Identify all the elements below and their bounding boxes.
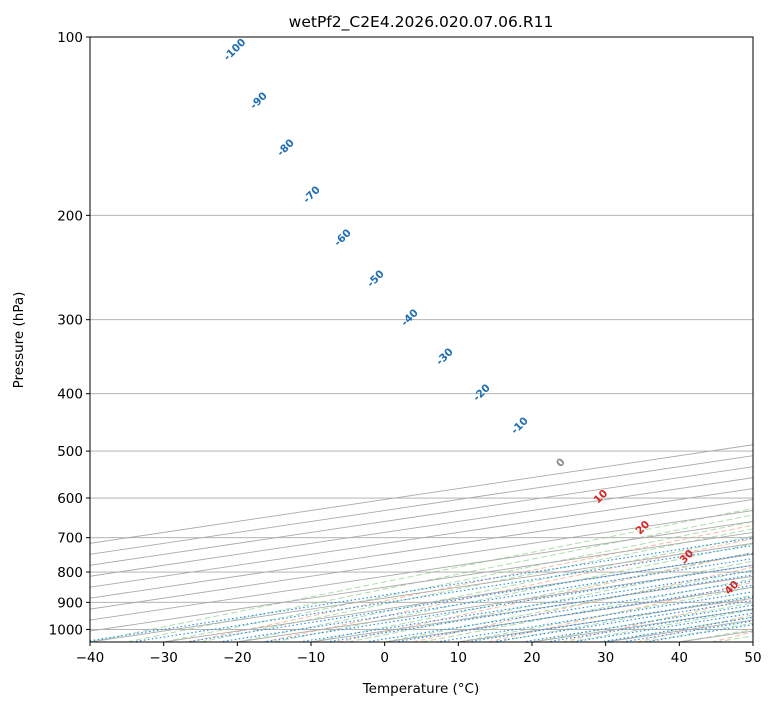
dry-adiabat [188, 524, 753, 642]
y-tick-label: 100 [57, 30, 83, 46]
y-tick-label: 800 [57, 565, 83, 581]
moist-adiabat [421, 578, 753, 642]
mixing-ratio-line [185, 553, 753, 642]
isotherm-line [90, 531, 753, 632]
x-tick-label: 30 [597, 650, 614, 666]
x-tick-label: −20 [223, 650, 252, 666]
y-tick-label: 300 [57, 313, 83, 329]
x-tick-label: −10 [297, 650, 326, 666]
mixing-ratio-line [572, 612, 753, 642]
mixing-ratio-line [492, 599, 753, 642]
y-axis-label: Pressure (hPa) [11, 292, 27, 389]
moist-adiabat [237, 535, 753, 642]
moist-adiabat [163, 521, 753, 642]
x-tick-label: 0 [380, 650, 389, 666]
isotherm-line [90, 520, 753, 621]
y-tick-label: 700 [57, 531, 83, 547]
dry-adiabat [263, 538, 753, 642]
x-tick-label: −30 [149, 650, 178, 666]
isotherm-line [90, 510, 753, 610]
isotherm-line [90, 455, 753, 555]
isotherm-line [90, 488, 753, 588]
isotherm-line [752, 641, 753, 642]
mixing-ratio-line [599, 616, 753, 642]
plot-frame [89, 36, 754, 643]
x-tick-label: −40 [76, 650, 105, 666]
moist-adiabat [274, 543, 753, 642]
mixing-ratio-line [90, 537, 753, 642]
y-tick-label: 900 [57, 595, 83, 611]
y-tick-label: 200 [57, 208, 83, 224]
x-tick-label: 40 [671, 650, 688, 666]
mixing-ratio-line [218, 557, 753, 642]
x-tick-label: 20 [523, 650, 540, 666]
x-tick-label: 10 [450, 650, 467, 666]
y-tick-label: 500 [57, 444, 83, 460]
chart-title: wetPf2_C2E4.2026.020.07.06.R11 [289, 13, 554, 32]
mixing-ratio-line [546, 608, 753, 642]
y-tick-label: 1000 [49, 622, 83, 638]
y-tick-label: 400 [57, 387, 83, 403]
y-tick-label: 600 [57, 491, 83, 507]
isotherm-line [90, 444, 753, 544]
mixing-ratio-line [522, 604, 753, 642]
x-axis-label: Temperature (°C) [362, 681, 480, 697]
grid-layer [90, 37, 753, 642]
isotherm-line [90, 477, 753, 577]
isotherm-line [90, 499, 753, 599]
plot-area [90, 37, 753, 642]
x-tick-label: 50 [744, 650, 761, 666]
moist-adiabat [458, 586, 753, 642]
axis-ticks: −40 −30 −20 −10 0 10 20 30 40 50 100 200 300 400 500 60… [49, 30, 762, 666]
mixing-ratio-line [131, 544, 753, 642]
isotherm-line [90, 466, 753, 566]
moist-adiabat [90, 507, 753, 642]
moist-adiabat [384, 569, 753, 642]
moist-adiabat [200, 528, 753, 642]
